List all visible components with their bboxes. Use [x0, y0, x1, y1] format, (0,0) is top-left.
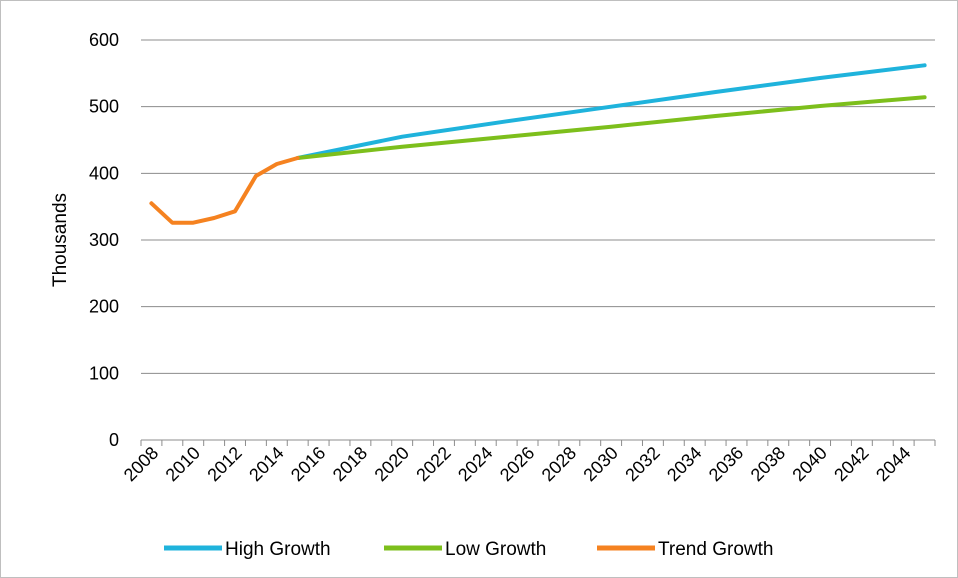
x-tick-label: 2026 — [496, 443, 538, 485]
x-tick-label: 2044 — [872, 443, 914, 485]
x-tick-label: 2032 — [621, 443, 663, 485]
x-tick-label: 2018 — [329, 443, 371, 485]
legend-label: Low Growth — [445, 539, 546, 560]
y-tick-label: 500 — [89, 97, 119, 117]
x-tick-label: 2020 — [371, 443, 413, 485]
y-tick-label: 600 — [89, 30, 119, 50]
x-tick-label: 2030 — [580, 443, 622, 485]
x-tick-label: 2014 — [245, 443, 287, 485]
x-tick-label: 2040 — [788, 443, 830, 485]
x-tick-label: 2028 — [538, 443, 580, 485]
x-tick-label: 2024 — [454, 443, 496, 485]
legend: High Growth Low Growth Trend Growth — [164, 539, 773, 560]
x-tick-label: 2038 — [747, 443, 789, 485]
x-tick-label: 2008 — [120, 443, 162, 485]
x-tick-label: 2036 — [705, 443, 747, 485]
legend-label: High Growth — [225, 539, 331, 560]
series-line-low-growth — [295, 95, 927, 160]
series-lines — [149, 63, 927, 225]
y-tick-labels: 0 100 200 300 400 500 600 — [89, 30, 119, 450]
series-line-high-growth — [295, 63, 927, 160]
gridlines — [140, 39, 936, 446]
y-tick-label: 300 — [89, 230, 119, 250]
legend-label: Trend Growth — [658, 539, 773, 560]
x-tick-label: 2022 — [412, 443, 454, 485]
y-tick-label: 200 — [89, 297, 119, 317]
x-tick-label: 2010 — [162, 443, 204, 485]
x-tick-label: 2042 — [830, 443, 872, 485]
y-tick-label: 400 — [89, 163, 119, 183]
y-tick-label: 0 — [109, 430, 119, 450]
x-tick-label: 2012 — [203, 443, 245, 485]
x-tick-labels: 2008 2010 2012 2014 2016 2018 2020 2022 2024 2026… — [120, 443, 915, 485]
series-line-trend-growth — [149, 156, 300, 225]
y-axis-label: Thousands — [50, 193, 71, 287]
y-tick-label: 100 — [89, 363, 119, 383]
x-tick-label: 2016 — [287, 443, 329, 485]
x-tick-label: 2034 — [663, 443, 705, 485]
